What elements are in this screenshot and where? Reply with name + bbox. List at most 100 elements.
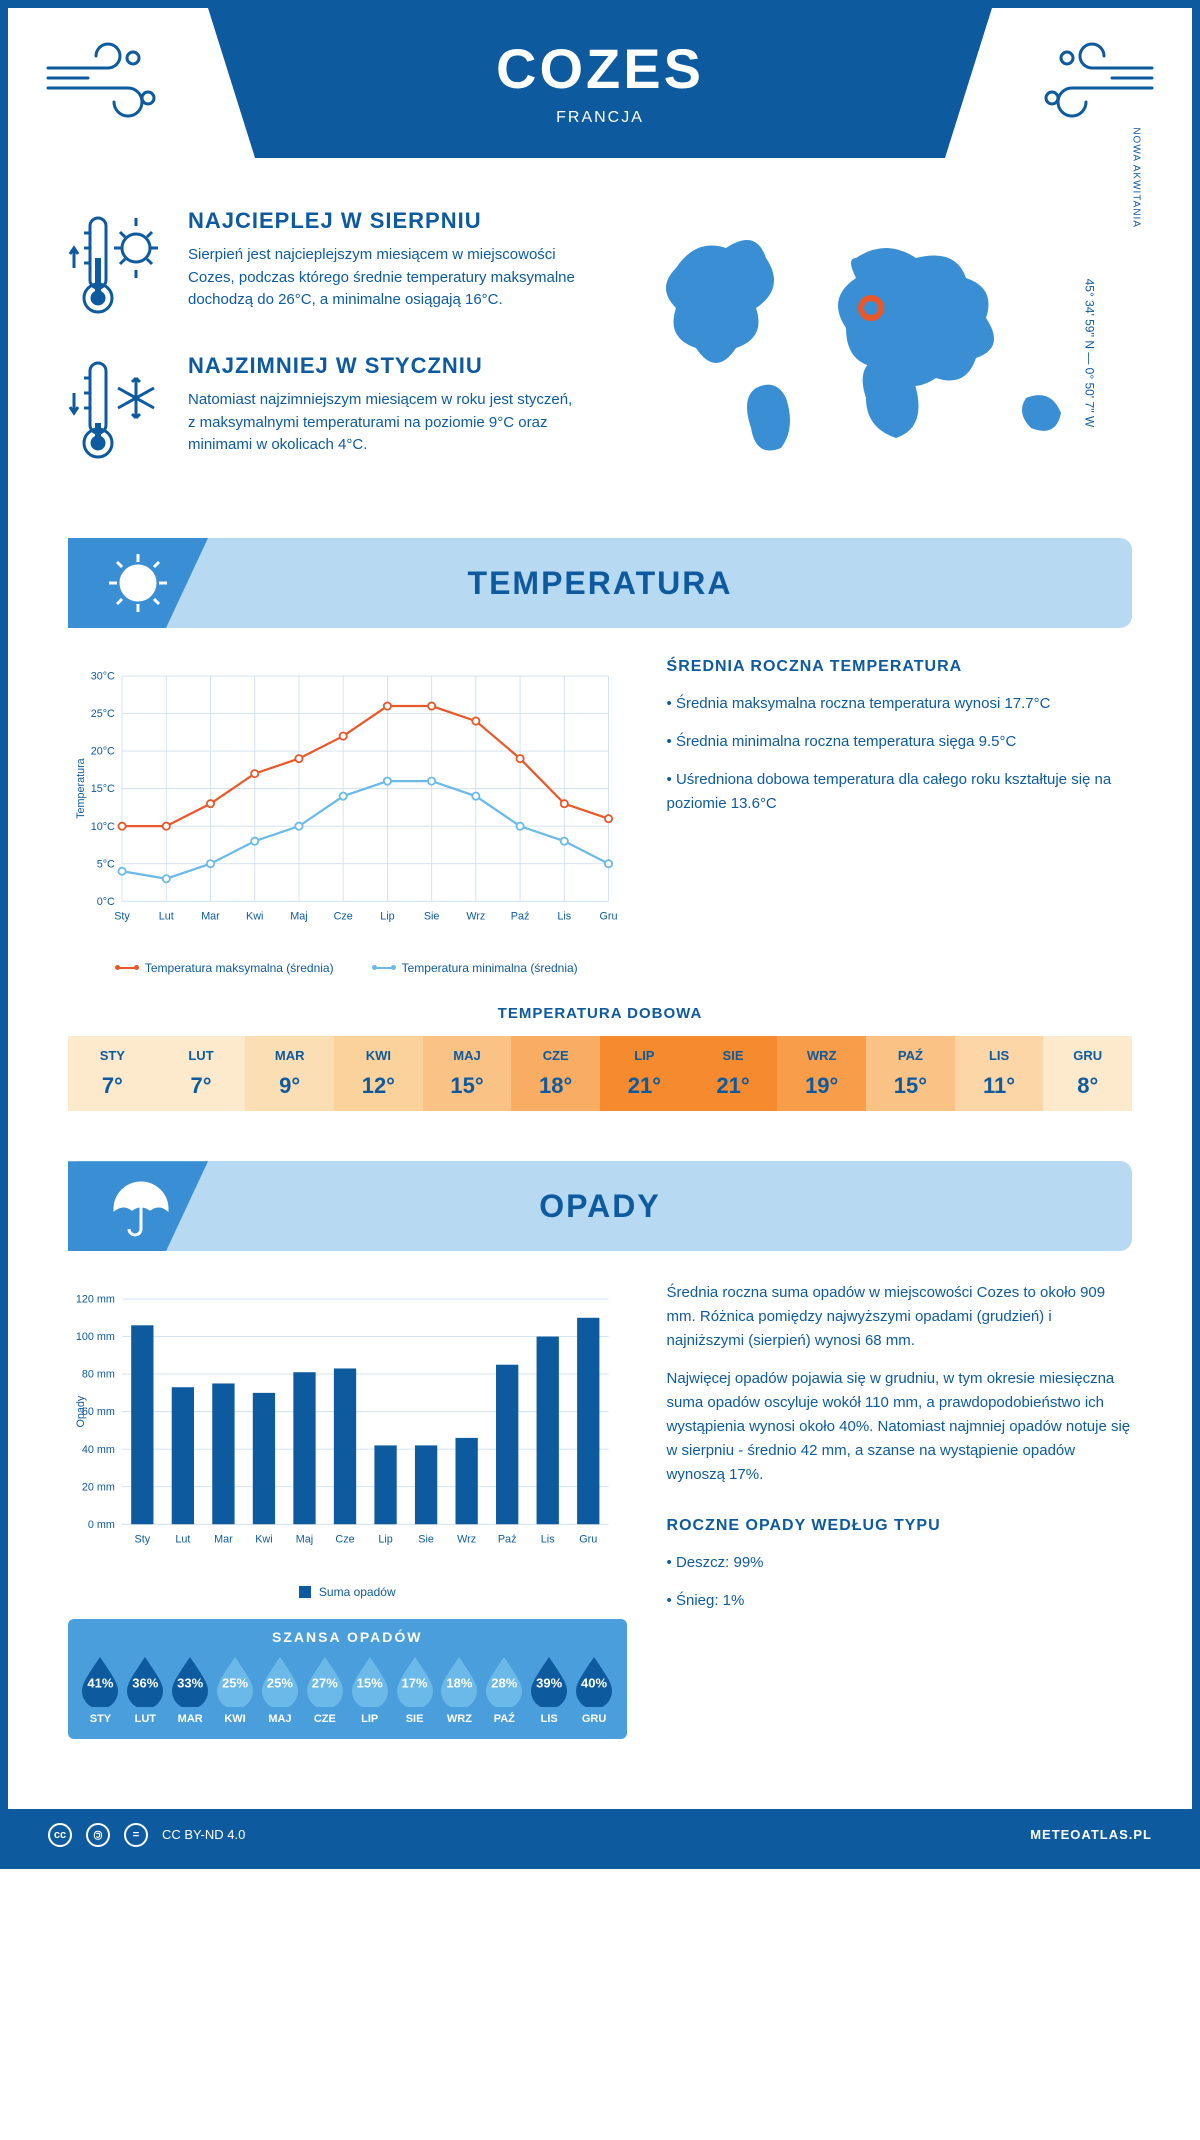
svg-text:Sie: Sie	[424, 910, 440, 922]
temp-cell: LIS11°	[955, 1036, 1044, 1111]
svg-text:0 mm: 0 mm	[88, 1519, 115, 1531]
temp-cell: PAŹ15°	[866, 1036, 955, 1111]
fact-warm-text: Sierpień jest najcieplejszym miesiącem w…	[188, 244, 580, 312]
rain-chance-title: SZANSA OPADÓW	[68, 1629, 627, 1645]
temp-cell: CZE18°	[511, 1036, 600, 1111]
footer: cc 🄯 = CC BY-ND 4.0 METEOATLAS.PL	[8, 1809, 1192, 1861]
svg-text:Lip: Lip	[378, 1534, 392, 1546]
svg-text:40 mm: 40 mm	[82, 1444, 115, 1456]
temp-cell: WRZ19°	[777, 1036, 866, 1111]
fact-cold-text: Natomiast najzimniejszym miesiącem w rok…	[188, 389, 580, 457]
temp-cell: STY7°	[68, 1036, 157, 1111]
svg-text:Cze: Cze	[334, 910, 353, 922]
svg-text:Maj: Maj	[296, 1534, 313, 1546]
by-icon: 🄯	[86, 1823, 110, 1847]
sun-icon	[68, 538, 208, 628]
temp-cell: MAJ15°	[423, 1036, 512, 1111]
legend-max: Temperatura maksymalna (średnia)	[145, 961, 334, 975]
svg-text:Kwi: Kwi	[255, 1534, 272, 1546]
svg-text:Gru: Gru	[579, 1534, 597, 1546]
rain-drop: 36% LUT	[123, 1655, 168, 1725]
rain-drop: 40% GRU	[572, 1655, 617, 1725]
legend-min: Temperatura minimalna (średnia)	[402, 961, 578, 975]
svg-text:0°C: 0°C	[97, 896, 115, 908]
fact-warm-title: NAJCIEPLEJ W SIERPNIU	[188, 208, 580, 234]
temp-cell: KWI12°	[334, 1036, 423, 1111]
svg-text:Cze: Cze	[335, 1534, 354, 1546]
wind-icon-left	[38, 38, 178, 133]
svg-text:Lut: Lut	[159, 910, 174, 922]
precip-p1: Średnia roczna suma opadów w miejscowośc…	[667, 1281, 1132, 1353]
section-header-temperature: TEMPERATURA	[68, 538, 1132, 628]
svg-text:120 mm: 120 mm	[76, 1294, 115, 1306]
precip-p2: Najwięcej opadów pojawia się w grudniu, …	[667, 1367, 1132, 1487]
bytype-title: ROCZNE OPADY WEDŁUG TYPU	[667, 1517, 1132, 1535]
page-frame: COZES FRANCJA	[0, 0, 1200, 1869]
daily-temp-title: TEMPERATURA DOBOWA	[68, 1005, 1132, 1022]
header: COZES FRANCJA	[8, 8, 1192, 188]
fact-cold-title: NAJZIMNIEJ W STYCZNIU	[188, 353, 580, 379]
precip-bar-chart: 0 mm20 mm40 mm60 mm80 mm100 mm120 mmOpad…	[68, 1281, 627, 1569]
rain-chance-panel: SZANSA OPADÓW 41% STY 36% LUT 33% MAR 25…	[68, 1619, 627, 1739]
svg-text:Sty: Sty	[135, 1534, 151, 1546]
annual-b3: • Uśredniona dobowa temperatura dla całe…	[667, 768, 1132, 816]
country-subtitle: FRANCJA	[208, 109, 992, 127]
rain-drop: 28% PAŹ	[482, 1655, 527, 1725]
temperature-title: TEMPERATURA	[468, 565, 733, 602]
fact-warmest: NAJCIEPLEJ W SIERPNIU Sierpień jest najc…	[68, 208, 580, 323]
license-text: CC BY-ND 4.0	[162, 1827, 245, 1842]
svg-text:Lip: Lip	[380, 910, 394, 922]
svg-text:Wrz: Wrz	[457, 1534, 476, 1546]
title-banner: COZES FRANCJA	[208, 8, 992, 158]
temp-legend: Temperatura maksymalna (średnia) Tempera…	[68, 961, 627, 975]
svg-text:Mar: Mar	[214, 1534, 233, 1546]
umbrella-icon	[68, 1161, 208, 1251]
temperature-line-chart: 0°C5°C10°C15°C20°C25°C30°CStyLutMarKwiMa…	[68, 658, 627, 946]
svg-text:Lis: Lis	[557, 910, 571, 922]
region-label: NOWA AKWITANIA	[1131, 127, 1142, 228]
svg-text:Lut: Lut	[175, 1534, 190, 1546]
svg-text:Wrz: Wrz	[466, 910, 485, 922]
content: NAJCIEPLEJ W SIERPNIU Sierpień jest najc…	[8, 188, 1192, 1809]
svg-text:25°C: 25°C	[91, 708, 115, 720]
nd-icon: =	[124, 1823, 148, 1847]
svg-text:Opady: Opady	[75, 1395, 87, 1427]
svg-text:Maj: Maj	[290, 910, 307, 922]
cc-icon: cc	[48, 1823, 72, 1847]
svg-text:80 mm: 80 mm	[82, 1369, 115, 1381]
svg-text:10°C: 10°C	[91, 821, 115, 833]
svg-text:Sty: Sty	[114, 910, 130, 922]
bytype-b1: • Deszcz: 99%	[667, 1551, 1132, 1575]
bytype-b2: • Śnieg: 1%	[667, 1589, 1132, 1613]
temp-cell: LUT7°	[157, 1036, 246, 1111]
fact-coldest: NAJZIMNIEJ W STYCZNIU Natomiast najzimni…	[68, 353, 580, 468]
svg-text:30°C: 30°C	[91, 671, 115, 683]
thermometer-cold-icon	[68, 353, 168, 468]
precip-title: OPADY	[539, 1188, 660, 1225]
precip-legend: Suma opadów	[68, 1585, 627, 1599]
coordinates: 45° 34' 59'' N — 0° 50' 7'' W	[1083, 279, 1097, 428]
precip-legend-label: Suma opadów	[319, 1585, 396, 1599]
annual-b1: • Średnia maksymalna roczna temperatura …	[667, 692, 1132, 716]
temp-cell: MAR9°	[245, 1036, 334, 1111]
annual-b2: • Średnia minimalna roczna temperatura s…	[667, 730, 1132, 754]
rain-drop: 25% MAJ	[258, 1655, 303, 1725]
intro-row: NAJCIEPLEJ W SIERPNIU Sierpień jest najc…	[68, 208, 1132, 498]
rain-drop: 18% WRZ	[437, 1655, 482, 1725]
temp-cell: GRU8°	[1043, 1036, 1132, 1111]
world-map	[620, 208, 1132, 468]
svg-text:5°C: 5°C	[97, 858, 115, 870]
temp-cell: LIP21°	[600, 1036, 689, 1111]
rain-drop: 15% LIP	[347, 1655, 392, 1725]
daily-temp-table: STY7° LUT7° MAR9° KWI12° MAJ15° CZE18° L…	[68, 1036, 1132, 1111]
rain-drop: 27% CZE	[302, 1655, 347, 1725]
svg-text:Paź: Paź	[498, 1534, 517, 1546]
brand: METEOATLAS.PL	[1030, 1827, 1152, 1842]
svg-text:100 mm: 100 mm	[76, 1331, 115, 1343]
svg-text:Lis: Lis	[541, 1534, 555, 1546]
city-title: COZES	[208, 36, 992, 101]
wind-icon-right	[1022, 38, 1162, 133]
svg-text:Mar: Mar	[201, 910, 220, 922]
svg-text:Sie: Sie	[418, 1534, 434, 1546]
thermometer-hot-icon	[68, 208, 168, 323]
